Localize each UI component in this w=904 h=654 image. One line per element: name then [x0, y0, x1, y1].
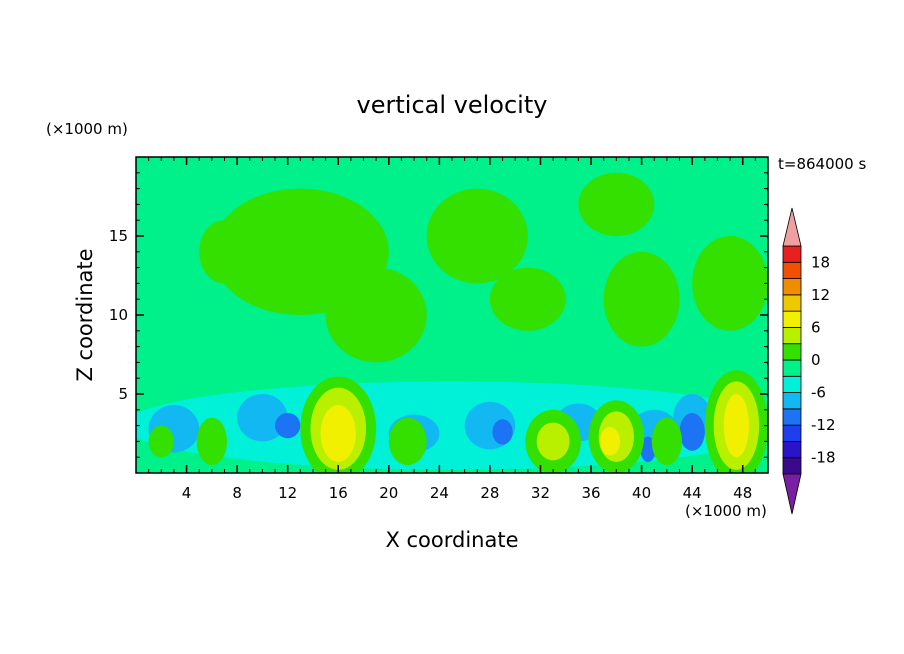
- y-tick-label: 10: [109, 306, 128, 324]
- field-cell: [578, 172, 655, 236]
- colorbar-band: [782, 457, 802, 475]
- x-tick-label: 28: [480, 484, 499, 502]
- colorbar-label: -6: [811, 384, 826, 402]
- x-tick-label: 32: [531, 484, 550, 502]
- x-tick-label: 44: [683, 484, 702, 502]
- field-cell: [651, 417, 683, 466]
- x-unit-label: (×1000 m): [685, 502, 767, 520]
- x-tick-label: 40: [632, 484, 651, 502]
- colorbar-band: [782, 294, 802, 312]
- field-cell: [536, 422, 570, 461]
- colorbar-label: -18: [811, 449, 836, 467]
- y-unit-label: (×1000 m): [46, 120, 128, 138]
- x-tick-label: 4: [182, 484, 192, 502]
- y-tick-label: 5: [118, 385, 128, 403]
- velocity-field: [136, 157, 768, 473]
- field-cell: [640, 436, 656, 462]
- colorbar-label: 6: [811, 318, 821, 336]
- field-cell: [196, 417, 228, 466]
- field-cell: [388, 417, 427, 466]
- colorbar: 18 12 6 0 -6 -12 -18: [782, 207, 836, 515]
- colorbar-band: [782, 392, 802, 410]
- x-axis-label: X coordinate: [385, 528, 518, 552]
- time-label: t=864000 s: [778, 155, 866, 173]
- colorbar-under-arrow: [782, 473, 802, 515]
- colorbar-label: 18: [811, 253, 830, 271]
- colorbar-band: [782, 424, 802, 442]
- field-cell: [320, 405, 356, 462]
- colorbar-band: [782, 375, 802, 393]
- colorbar-band: [782, 359, 802, 377]
- x-tick-label: 48: [733, 484, 752, 502]
- colorbar-label: 0: [811, 351, 821, 369]
- field-cell: [679, 412, 705, 451]
- field-cell: [237, 394, 288, 442]
- x-tick-label: 12: [278, 484, 297, 502]
- colorbar-band: [782, 343, 802, 361]
- colorbar-label: -12: [811, 416, 836, 434]
- y-axis-label: Z coordinate: [73, 248, 97, 381]
- field-cell: [325, 267, 427, 363]
- field-cell: [148, 425, 174, 458]
- field-cell: [603, 251, 680, 347]
- colorbar-band: [782, 408, 802, 426]
- y-tick-label: 15: [109, 227, 128, 245]
- field-cell: [723, 394, 750, 458]
- colorbar-band: [782, 310, 802, 328]
- field-cell: [199, 220, 250, 284]
- colorbar-band: [782, 261, 802, 279]
- x-tick-label: 24: [430, 484, 449, 502]
- colorbar-band: [782, 441, 802, 459]
- field-cell: [599, 427, 621, 456]
- colorbar-band: [782, 327, 802, 345]
- field-cell: [489, 267, 566, 331]
- x-tick-label: 36: [581, 484, 600, 502]
- field-cell: [275, 412, 301, 439]
- colorbar-band: [782, 278, 802, 296]
- x-tick-label: 16: [329, 484, 348, 502]
- x-tick-label: 8: [232, 484, 242, 502]
- colorbar-label: 12: [811, 286, 830, 304]
- field-cell: [492, 419, 513, 445]
- y-axis-ticks: 5 10 15: [109, 172, 768, 458]
- field-cell: [692, 236, 768, 331]
- x-tick-label: 20: [379, 484, 398, 502]
- chart-title: vertical velocity: [357, 91, 548, 119]
- colorbar-over-arrow: [782, 207, 802, 247]
- x-axis-ticks: 4 8 12 16 20 24 28 32 36 40 44 48: [148, 157, 756, 502]
- colorbar-band: [782, 245, 802, 263]
- field-cell: [426, 188, 528, 284]
